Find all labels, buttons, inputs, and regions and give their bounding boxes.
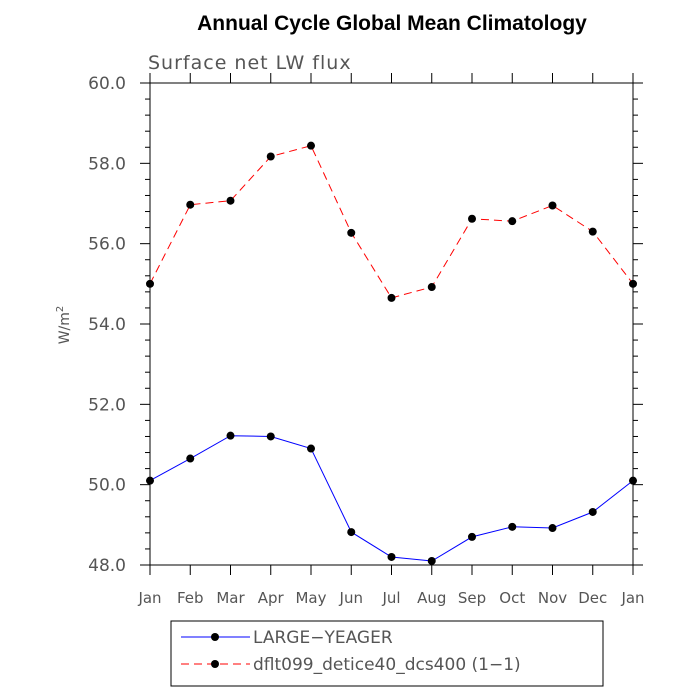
x-tick-label: Mar <box>216 589 245 607</box>
data-point <box>347 228 356 237</box>
data-point <box>307 444 315 453</box>
data-point <box>468 214 476 223</box>
y-tick-label: 50.0 <box>88 476 126 496</box>
data-point <box>266 152 275 161</box>
x-tick-label: Jan <box>620 589 644 607</box>
y-tick-label: 54.0 <box>88 315 126 335</box>
x-tick-label: Sep <box>458 589 486 607</box>
data-point <box>548 524 557 533</box>
data-point <box>548 201 557 210</box>
data-point <box>387 293 396 302</box>
data-point <box>347 528 356 537</box>
y-tick-label: 48.0 <box>88 556 126 576</box>
series-1 <box>146 141 637 302</box>
y-tick-label: 56.0 <box>88 235 126 255</box>
plot-frame <box>149 82 634 566</box>
chart-title: Annual Cycle Global Mean Climatology <box>197 12 587 35</box>
data-point <box>588 227 597 236</box>
x-tick-label: Dec <box>578 589 607 607</box>
x-tick-label: Feb <box>177 589 204 607</box>
legend-entry-0: LARGE−YEAGER <box>181 628 393 648</box>
series-0 <box>146 431 637 565</box>
series-layer <box>146 141 637 565</box>
data-point <box>427 556 436 565</box>
legend-box <box>170 620 604 687</box>
data-point <box>146 476 154 485</box>
x-tick-label: May <box>295 589 326 607</box>
legend-marker <box>211 660 219 668</box>
x-tick-label: Oct <box>499 589 525 607</box>
x-tick-label: Aug <box>417 589 446 607</box>
data-point <box>427 283 436 292</box>
data-point <box>629 279 637 288</box>
data-point <box>186 200 195 209</box>
x-tick-label: Nov <box>538 589 567 607</box>
chart-subtitle: Surface net LW flux <box>148 52 352 74</box>
data-point <box>146 279 154 288</box>
x-tick-label: Jan <box>137 589 161 607</box>
data-point <box>186 454 195 463</box>
legend-entries: LARGE−YEAGER dflt099_detice40_dcs400 (1−1… <box>181 628 521 675</box>
legend-entry-1: dflt099_detice40_dcs400 (1−1) <box>181 655 521 675</box>
x-tick-label: Jun <box>339 589 363 607</box>
data-point <box>226 196 235 205</box>
y-axis-label-unit: W/m <box>57 312 73 344</box>
legend-marker <box>211 633 219 641</box>
y-axis-label: W/m2 <box>55 306 73 345</box>
data-point <box>629 476 637 485</box>
data-point <box>226 431 235 440</box>
data-point <box>468 532 476 541</box>
y-tick-label: 52.0 <box>88 395 126 415</box>
data-point <box>307 141 315 150</box>
y-tick-label: 60.0 <box>88 74 126 94</box>
series-line <box>149 435 634 562</box>
data-point <box>588 507 597 516</box>
y-axis-label-exponent: 2 <box>55 306 66 312</box>
data-point <box>508 522 517 531</box>
data-point <box>387 552 396 561</box>
y-tick-label: 58.0 <box>88 154 126 174</box>
series-line <box>149 145 634 299</box>
data-point <box>266 432 275 441</box>
x-tick-label: Jul <box>381 589 400 607</box>
axis-ticks: 48.0 50.0 52.0 54.0 56.0 58.0 60.0 Jan Feb Mar Apr… <box>88 73 645 607</box>
data-point <box>508 217 517 226</box>
legend-label: dflt099_detice40_dcs400 (1−1) <box>253 655 521 675</box>
x-tick-label: Apr <box>258 589 285 607</box>
legend: LARGE−YEAGER dflt099_detice40_dcs400 (1−1… <box>170 620 604 687</box>
legend-label: LARGE−YEAGER <box>253 628 393 648</box>
